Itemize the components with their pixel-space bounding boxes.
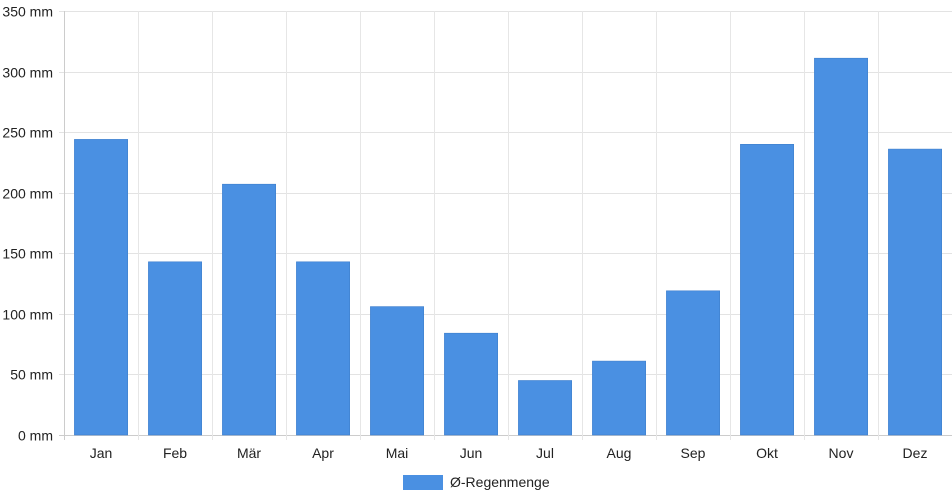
y-axis: 0 mm 50 mm 100 mm 150 mm 200 mm 250 mm 300 mm 3…: [2, 4, 53, 444]
legend-label: Ø-Regenmenge: [450, 474, 550, 490]
y-tick-label: 0 mm: [18, 428, 53, 444]
bar-dez: [888, 148, 943, 436]
x-axis: Jan Feb Mär Apr Mai Jun Jul Aug Sep Okt Nov Dez: [90, 445, 928, 461]
bar-feb: [148, 261, 202, 436]
x-tick-label: Mai: [386, 445, 409, 461]
x-tick-label: Mär: [237, 445, 261, 461]
y-tick-label: 350 mm: [2, 4, 53, 20]
bar-apr: [296, 261, 350, 436]
x-tick-label: Sep: [681, 445, 706, 461]
bar-nov: [814, 57, 869, 436]
bar-aug: [592, 360, 647, 436]
bar-mär: [222, 183, 276, 436]
x-tick-label: Feb: [163, 445, 187, 461]
y-tick-label: 250 mm: [2, 125, 53, 141]
y-tick-label: 150 mm: [2, 246, 53, 262]
y-tick-label: 200 mm: [2, 186, 53, 202]
bar-jan: [74, 139, 129, 436]
bars: [74, 57, 943, 436]
bar-jun: [444, 332, 498, 436]
x-tick-label: Jun: [460, 445, 483, 461]
x-tick-label: Okt: [756, 445, 778, 461]
y-tick-label: 100 mm: [2, 307, 53, 323]
y-tick-label: 50 mm: [10, 367, 53, 383]
legend: Ø-Regenmenge: [403, 474, 550, 490]
bar-sep: [666, 290, 721, 436]
x-tick-label: Nov: [829, 445, 854, 461]
bar-jul: [518, 380, 573, 436]
x-tick-label: Apr: [312, 445, 334, 461]
y-tick-label: 300 mm: [2, 65, 53, 81]
x-tick-label: Jul: [536, 445, 554, 461]
x-tick-label: Aug: [607, 445, 632, 461]
bar-mai: [370, 306, 424, 436]
grid-lines: [59, 11, 952, 440]
x-tick-label: Dez: [903, 445, 928, 461]
x-tick-label: Jan: [90, 445, 113, 461]
legend-swatch: [403, 475, 443, 490]
bar-okt: [740, 144, 795, 436]
